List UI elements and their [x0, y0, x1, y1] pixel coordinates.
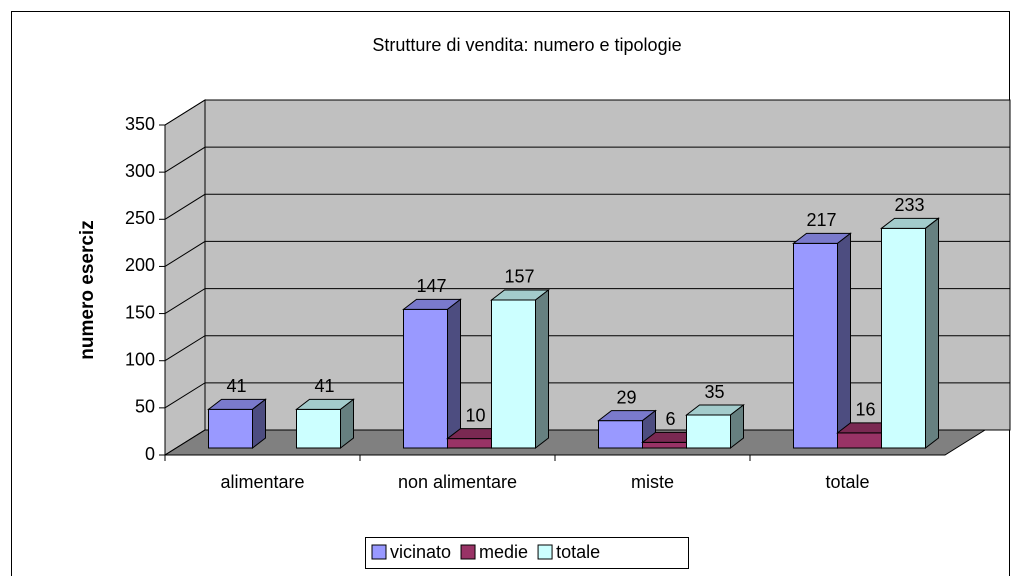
bar-front [642, 441, 687, 449]
x-tick-label: miste [631, 472, 674, 492]
data-label: 217 [806, 210, 836, 230]
x-tick-label: totale [825, 472, 869, 492]
bar-side [925, 217, 939, 450]
bar [207, 398, 267, 450]
legend-swatch [371, 544, 387, 560]
y-tick-label: 200 [125, 255, 155, 275]
y-tick-label: 50 [135, 397, 155, 417]
grid-line [164, 382, 1010, 409]
bar-front [881, 227, 926, 449]
bar-side [535, 288, 549, 450]
bar-side [252, 398, 266, 450]
bar-side [340, 398, 354, 450]
legend-swatch [537, 544, 553, 560]
bar-front [296, 408, 341, 449]
legend-label: totale [556, 542, 600, 562]
data-label: 6 [665, 409, 675, 429]
data-label: 10 [465, 405, 485, 425]
bar-front [491, 299, 536, 449]
data-label: 157 [504, 267, 534, 287]
legend: vicinato medie totale [365, 537, 689, 569]
bar-side [730, 403, 744, 450]
bar [685, 403, 745, 450]
y-axis-title: numero eserciz [77, 220, 98, 359]
bar [792, 232, 852, 450]
grid-line [164, 335, 1010, 362]
y-tick-label: 350 [125, 114, 155, 134]
bar [295, 398, 355, 450]
grid-line [164, 146, 1010, 173]
data-label: 16 [855, 400, 875, 420]
x-tick-label: alimentare [220, 472, 304, 492]
grid-line [164, 193, 1010, 220]
bar-front [686, 414, 731, 449]
bar-front [837, 432, 882, 449]
bar-front [793, 242, 838, 449]
y-tick-label: 0 [145, 444, 155, 464]
bar-front [403, 308, 448, 449]
side-wall [164, 99, 206, 456]
bar [402, 298, 462, 450]
bar [880, 217, 940, 450]
y-tick-label: 300 [125, 161, 155, 181]
legend-swatch [460, 544, 476, 560]
y-tick-label: 250 [125, 208, 155, 228]
data-label: 41 [226, 376, 246, 396]
y-tick-label: 100 [125, 349, 155, 369]
bar-side [837, 232, 851, 450]
data-label: 41 [314, 376, 334, 396]
grid-line [164, 288, 1010, 314]
bar-front [447, 438, 492, 449]
data-label: 35 [704, 382, 724, 402]
bar-side [447, 298, 461, 450]
data-label: 29 [616, 387, 636, 407]
bar-front [598, 420, 643, 449]
chart-title: Strutture di vendita: numero e tipologie [372, 35, 681, 55]
grid-line [164, 240, 1010, 267]
y-tick-label: 150 [125, 302, 155, 322]
legend-box [365, 537, 689, 569]
x-tick-label: non alimentare [398, 472, 517, 492]
legend-label: medie [479, 542, 528, 562]
grid-line [164, 99, 1010, 126]
legend-label: vicinato [390, 542, 451, 562]
data-label: 233 [894, 195, 924, 215]
bar [490, 288, 550, 450]
bar-front [208, 408, 253, 449]
data-label: 147 [416, 276, 446, 296]
